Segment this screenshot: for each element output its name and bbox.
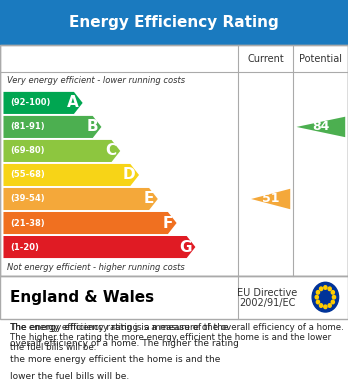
Circle shape: [324, 286, 327, 289]
Text: B: B: [86, 119, 98, 135]
Text: F: F: [163, 215, 173, 231]
Polygon shape: [3, 188, 158, 210]
Bar: [0, 45, 348, 276]
Text: EU Directive: EU Directive: [237, 288, 297, 298]
Polygon shape: [3, 212, 176, 234]
Bar: [0, 45, 348, 276]
Bar: [0, 0, 348, 45]
Circle shape: [315, 295, 318, 299]
Polygon shape: [3, 92, 83, 114]
Circle shape: [319, 304, 323, 307]
Circle shape: [328, 287, 331, 291]
Text: D: D: [123, 167, 136, 183]
Polygon shape: [3, 164, 139, 186]
Circle shape: [312, 282, 339, 312]
Text: (92-100): (92-100): [10, 99, 51, 108]
Text: A: A: [68, 95, 79, 110]
Text: E: E: [144, 192, 155, 206]
Circle shape: [324, 305, 327, 308]
Text: Current: Current: [247, 54, 284, 64]
Text: England & Wales: England & Wales: [10, 290, 155, 305]
Text: Very energy efficient - lower running costs: Very energy efficient - lower running co…: [7, 76, 185, 85]
Text: Not energy efficient - higher running costs: Not energy efficient - higher running co…: [7, 263, 185, 272]
Text: The energy efficiency rating is a measure of the: The energy efficiency rating is a measur…: [10, 323, 229, 332]
Polygon shape: [3, 236, 196, 258]
Text: lower the fuel bills will be.: lower the fuel bills will be.: [10, 372, 130, 381]
Text: 84: 84: [312, 120, 330, 133]
Polygon shape: [251, 189, 290, 209]
Circle shape: [328, 304, 331, 307]
Text: 2002/91/EC: 2002/91/EC: [239, 298, 295, 308]
Bar: [0, 276, 348, 319]
Circle shape: [332, 295, 335, 299]
Text: overall efficiency of a home. The higher the rating: overall efficiency of a home. The higher…: [10, 339, 239, 348]
Circle shape: [316, 300, 319, 304]
Circle shape: [319, 287, 323, 291]
Text: (39-54): (39-54): [10, 194, 45, 203]
Polygon shape: [296, 117, 345, 137]
Text: C: C: [106, 143, 117, 158]
Text: G: G: [180, 240, 192, 255]
Circle shape: [331, 300, 334, 304]
Text: (55-68): (55-68): [10, 170, 45, 179]
Polygon shape: [3, 116, 102, 138]
Text: The energy efficiency rating is a measure of the overall efficiency of a home. T: The energy efficiency rating is a measur…: [10, 323, 344, 352]
Text: the more energy efficient the home is and the: the more energy efficient the home is an…: [10, 355, 221, 364]
Text: (81-91): (81-91): [10, 122, 45, 131]
Bar: [0, 45, 348, 276]
Text: (69-80): (69-80): [10, 147, 45, 156]
Text: Energy Efficiency Rating: Energy Efficiency Rating: [69, 15, 279, 30]
Text: Potential: Potential: [299, 54, 342, 64]
Polygon shape: [3, 140, 120, 162]
Circle shape: [316, 291, 319, 294]
Circle shape: [331, 291, 334, 294]
Text: (21-38): (21-38): [10, 219, 45, 228]
Text: 51: 51: [262, 192, 279, 206]
Text: (1-20): (1-20): [10, 242, 39, 251]
